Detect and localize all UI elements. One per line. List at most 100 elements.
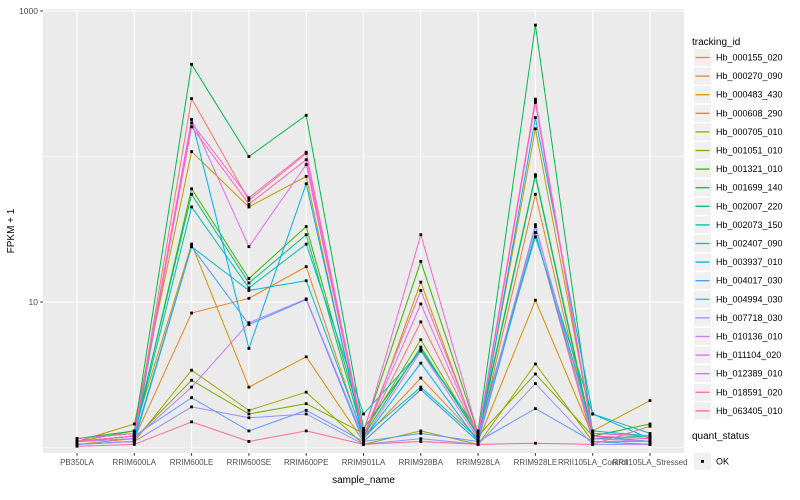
data-point (419, 437, 423, 441)
data-point (190, 378, 193, 382)
data-point (534, 235, 537, 239)
x-axis-title: sample_name (332, 475, 395, 486)
data-point (304, 225, 308, 228)
data-point (591, 429, 595, 433)
data-point (190, 62, 193, 66)
data-point (419, 429, 423, 433)
data-point (132, 434, 136, 438)
data-point (476, 431, 480, 435)
data-point (591, 434, 595, 438)
data-point (648, 424, 652, 428)
data-point (304, 265, 308, 269)
legend-label: Hb_000270_090 (716, 71, 783, 81)
data-point (247, 429, 251, 433)
data-point (591, 412, 595, 416)
data-point (648, 422, 652, 426)
data-point (190, 420, 193, 424)
legend-label: Hb_000608_290 (716, 108, 783, 118)
data-point (419, 338, 423, 342)
data-point (75, 444, 79, 448)
data-point (648, 431, 652, 435)
data-point (534, 97, 537, 101)
data-point (534, 116, 537, 120)
data-point (534, 372, 537, 376)
data-point (362, 429, 365, 433)
legend-label: Hb_010136_010 (716, 332, 783, 342)
legend-label: Hb_063405_010 (716, 406, 783, 416)
data-point (132, 437, 136, 441)
data-point (534, 382, 537, 385)
data-point (419, 440, 423, 443)
data-point (591, 437, 595, 441)
data-point (247, 323, 251, 326)
data-point (247, 281, 251, 285)
data-point (362, 412, 365, 416)
quant-status-point-icon (701, 460, 704, 463)
legend-title-tracking-id: tracking_id (692, 37, 740, 48)
data-point (419, 345, 423, 349)
data-point (419, 302, 423, 306)
data-point (419, 280, 423, 284)
data-point (362, 437, 365, 441)
legend-label: Hb_000483_430 (716, 90, 783, 100)
x-tick-label: RRIM600LA (113, 458, 157, 467)
data-point (534, 127, 537, 131)
data-point (648, 434, 652, 438)
data-point (648, 440, 652, 443)
data-point (304, 279, 308, 283)
data-point (304, 242, 308, 246)
data-point (591, 443, 595, 446)
legend-label: Hb_011104_020 (716, 350, 781, 360)
data-point (304, 355, 308, 359)
data-point (247, 202, 251, 206)
data-point (362, 434, 365, 438)
data-point (419, 349, 423, 353)
x-tick-label: RRII105LA_Control (558, 458, 628, 467)
y-tick-label: 1000 (19, 6, 38, 16)
data-point (304, 390, 308, 394)
data-point (419, 233, 423, 237)
y-tick-label: 10 (29, 297, 39, 307)
data-point (419, 260, 423, 263)
data-point (362, 431, 365, 435)
x-tick-label: RRIM928LA (456, 458, 500, 467)
data-point (476, 440, 480, 443)
data-point (247, 277, 251, 280)
data-point (304, 163, 308, 166)
data-point (419, 320, 423, 324)
legend-label: Hb_002073_150 (716, 220, 783, 230)
data-point (534, 362, 537, 366)
data-point (534, 23, 537, 27)
data-point (304, 150, 308, 154)
data-point (476, 443, 480, 446)
data-point (304, 182, 308, 186)
data-point (75, 440, 79, 443)
legend-label: Hb_001321_010 (716, 164, 783, 174)
x-tick-label: RRIM600LE (170, 458, 214, 467)
data-point (591, 431, 595, 435)
x-tick-label: RRIM928LE (514, 458, 558, 467)
data-point (534, 407, 537, 411)
x-tick-label: RRIM901LA (342, 458, 386, 467)
data-point (247, 196, 251, 200)
legend-label: Hb_000705_010 (716, 127, 783, 137)
legend-label: Hb_000155_020 (716, 53, 783, 63)
data-point (534, 441, 537, 445)
x-tick-label: RRIM928BA (399, 458, 444, 467)
data-point (190, 121, 193, 125)
data-point (190, 205, 193, 209)
data-point (534, 223, 537, 227)
data-point (476, 437, 480, 441)
data-point (648, 399, 652, 403)
data-point (190, 150, 193, 154)
data-point (362, 440, 365, 443)
data-point (304, 297, 308, 301)
legend-label: Hb_004017_030 (716, 276, 783, 286)
data-point (247, 205, 251, 209)
legend-label: Hb_012389_010 (716, 369, 783, 379)
data-point (247, 155, 251, 158)
data-point (190, 187, 193, 191)
data-point (247, 385, 251, 389)
legend-label: Hb_004994_030 (716, 294, 783, 304)
